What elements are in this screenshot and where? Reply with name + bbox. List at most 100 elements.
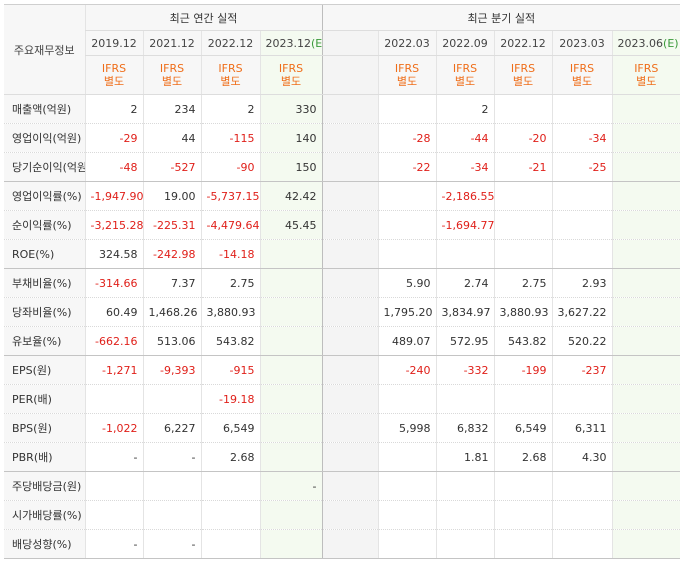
quarter-value-cell: 6,311 — [551, 413, 613, 443]
quarter-value-cell — [377, 529, 437, 559]
table-row: PBR(배) - -2.68 1.81 2.68 4.30 — [4, 442, 681, 472]
annual-value-cell — [200, 471, 260, 501]
annual-value-cell: -90 — [200, 152, 260, 182]
quarter-value-cell — [377, 94, 437, 124]
quarter-value-cell — [493, 181, 553, 211]
ifrs-basis-label: IFRS 별도 — [259, 55, 323, 95]
period-label: 2023.03 — [559, 36, 605, 50]
annual-value-cell — [259, 355, 323, 385]
annual-value-cell: - — [142, 529, 201, 559]
row-label: 순이익률(%) — [4, 210, 85, 240]
quarter-value-cell — [377, 239, 437, 269]
quarter-gap-header — [321, 30, 379, 56]
annual-value-cell: -5,737.15 — [200, 181, 260, 211]
annual-value-cell — [200, 529, 260, 559]
table-row: PER(배) -19.18 — [4, 384, 681, 414]
quarter-value-cell — [551, 210, 613, 240]
quarter-gap-cell — [321, 442, 379, 472]
row-label: 당좌비율(%) — [4, 297, 85, 327]
quarter-gap-cell — [321, 94, 379, 124]
quarter-gap-cell — [321, 413, 379, 443]
annual-value-cell — [200, 500, 260, 530]
quarter-value-cell: 520.22 — [551, 326, 613, 356]
row-label: BPS(원) — [4, 413, 85, 443]
annual-period-header: 2023.12(E) — [259, 30, 323, 56]
quarter-value-cell — [611, 413, 681, 443]
annual-value-cell: -14.18 — [200, 239, 260, 269]
annual-value-cell — [259, 239, 323, 269]
period-label: 2019.12 — [91, 36, 137, 50]
annual-value-cell: -4,479.64 — [200, 210, 260, 240]
ifrs-basis-label: IFRS 별도 — [84, 55, 143, 95]
quarter-value-cell: -237 — [551, 355, 613, 385]
quarter-value-cell: -21 — [493, 152, 553, 182]
table-row: 영업이익(억원) -29 44 -115 140 -28 -44 -20 -34 — [4, 123, 681, 153]
annual-value-cell — [142, 500, 201, 530]
annual-period-header: 2022.12 — [200, 30, 260, 56]
annual-value-cell: 60.49 — [84, 297, 143, 327]
table-row: 유보율(%) -662.16 513.06 543.82 489.07 572.95 543… — [4, 326, 681, 356]
quarter-value-cell: 2.75 — [493, 268, 553, 298]
estimate-mark: (E) — [311, 36, 323, 50]
quarter-value-cell: 3,627.22 — [551, 297, 613, 327]
quarter-period-header: 2022.09 — [435, 30, 495, 56]
quarter-value-cell: -2,186.55 — [435, 181, 495, 211]
annual-value-cell: 42.42 — [259, 181, 323, 211]
annual-value-cell: -915 — [200, 355, 260, 385]
quarter-value-cell — [611, 471, 681, 501]
period-label: 2023.06 — [617, 36, 664, 50]
quarter-value-cell — [551, 181, 613, 211]
row-label: 부채비율(%) — [4, 268, 85, 298]
row-label: 영업이익(억원) — [4, 123, 85, 153]
period-label: 2022.12 — [500, 36, 546, 50]
quarter-gap-cell — [321, 297, 379, 327]
annual-value-cell: -3,215.28 — [84, 210, 143, 240]
annual-value-cell: -527 — [142, 152, 201, 182]
table-row: 배당성향(%) - - — [4, 529, 681, 559]
annual-value-cell: -1,022 — [84, 413, 143, 443]
annual-period-header: 2019.12 — [84, 30, 143, 56]
annual-value-cell: - — [84, 529, 143, 559]
quarter-value-cell: 1.81 — [435, 442, 495, 472]
quarter-value-cell — [377, 181, 437, 211]
quarter-value-cell — [551, 471, 613, 501]
quarter-value-cell — [611, 384, 681, 414]
table-row: 매출액(억원) 2 234 2 330 2 — [4, 94, 681, 124]
quarter-value-cell: 2.93 — [551, 268, 613, 298]
quarter-gap-cell — [321, 123, 379, 153]
quarter-value-cell — [611, 355, 681, 385]
quarter-value-cell — [611, 529, 681, 559]
row-label: 시가배당률(%) — [4, 500, 85, 530]
ifrs-basis-label: IFRS 별도 — [377, 55, 437, 95]
quarter-value-cell: -34 — [551, 123, 613, 153]
quarter-value-cell — [435, 529, 495, 559]
ifrs-basis-label: IFRS 별도 — [200, 55, 260, 95]
quarter-value-cell: 6,549 — [493, 413, 553, 443]
quarter-value-cell — [611, 500, 681, 530]
annual-value-cell — [142, 471, 201, 501]
quarter-gap-cell — [321, 529, 379, 559]
table-row: 당기순이익(억원) -48 -527 -90 150 -22 -34 -21 -25 — [4, 152, 681, 182]
row-label: PER(배) — [4, 384, 85, 414]
quarter-period-header: 2022.03 — [377, 30, 437, 56]
table-row: EPS(원) -1,271 -9,393 -915 -240 -332 -199 -237 — [4, 355, 681, 385]
quarter-value-cell — [493, 384, 553, 414]
row-label: 유보율(%) — [4, 326, 85, 356]
period-label: 2022.12 — [207, 36, 254, 50]
quarter-value-cell — [551, 239, 613, 269]
quarter-gap-cell — [321, 471, 379, 501]
annual-value-cell: -314.66 — [84, 268, 143, 298]
table-row: 주당배당금(원) - — [4, 471, 681, 501]
quarter-value-cell: 3,880.93 — [493, 297, 553, 327]
quarter-value-cell: -34 — [435, 152, 495, 182]
ifrs-basis-label: IFRS 별도 — [435, 55, 495, 95]
quarter-value-cell: -199 — [493, 355, 553, 385]
quarter-value-cell: -332 — [435, 355, 495, 385]
annual-value-cell: -9,393 — [142, 355, 201, 385]
quarter-value-cell: -44 — [435, 123, 495, 153]
ifrs-basis-label: IFRS 별도 — [611, 55, 681, 95]
annual-value-cell: 330 — [259, 94, 323, 124]
quarterly-group-title: 최근 분기 실적 — [321, 4, 681, 31]
quarter-gap-cell — [321, 152, 379, 182]
annual-value-cell: 2 — [200, 94, 260, 124]
